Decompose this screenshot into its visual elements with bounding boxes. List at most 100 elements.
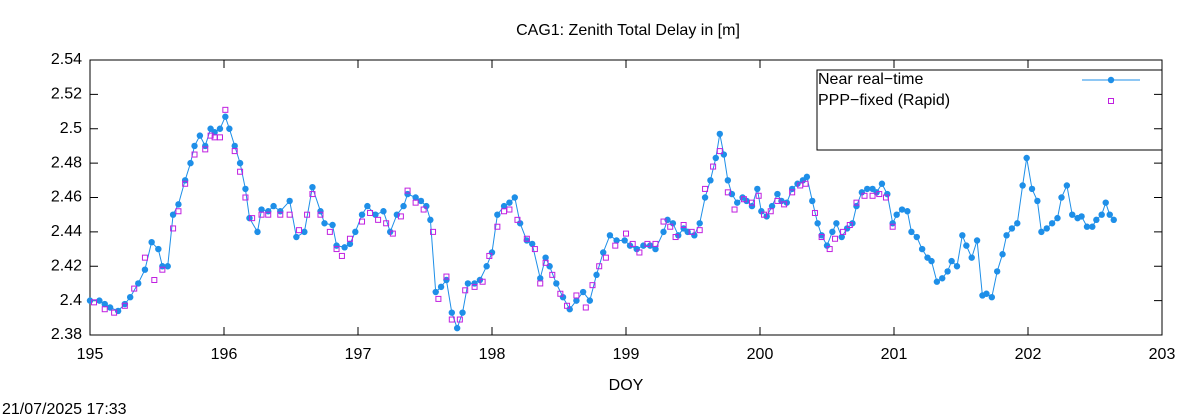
nrt-point	[1106, 211, 1113, 218]
nrt-point	[341, 244, 348, 251]
nrt-point	[114, 307, 122, 315]
nrt-point	[716, 130, 723, 138]
nrt-point	[159, 263, 166, 270]
nrt-point	[884, 190, 891, 198]
nrt-point	[858, 189, 866, 196]
ppp-point	[802, 180, 809, 187]
nrt-point	[453, 324, 461, 332]
nrt-point	[838, 233, 845, 241]
y-tick-label: 2.5	[60, 120, 82, 137]
nrt-point	[169, 211, 177, 218]
y-tick-label: 2.52	[51, 86, 82, 103]
legend-box	[816, 69, 1163, 151]
x-tick-label: 199	[613, 346, 640, 363]
legend-label: PPP−fixed (Rapid)	[818, 92, 950, 109]
ppp-point	[296, 227, 303, 234]
ppp-point	[514, 216, 521, 223]
ppp-point	[557, 290, 564, 297]
ppp-point	[876, 191, 883, 198]
ppp-point	[309, 191, 316, 198]
ppp-point	[840, 228, 847, 235]
nrt-point	[1102, 199, 1109, 206]
ppp-point	[696, 227, 703, 234]
nrt-point	[904, 208, 911, 215]
nrt-point	[175, 201, 182, 208]
nrt-point	[516, 220, 524, 227]
nrt-point	[633, 245, 640, 253]
nrt-point	[488, 249, 496, 256]
nrt-point	[814, 220, 821, 227]
nrt-point	[999, 251, 1006, 258]
nrt-point	[216, 125, 224, 132]
nrt-point	[1110, 216, 1117, 224]
nrt-point	[404, 190, 411, 198]
nrt-point	[913, 233, 920, 241]
ppp-point	[542, 259, 549, 266]
ppp-point	[397, 213, 404, 220]
nrt-point	[437, 283, 445, 291]
nrt-point	[664, 216, 671, 224]
x-axis-label: DOY	[609, 377, 644, 394]
nrt-point	[358, 211, 366, 218]
nrt-point	[393, 211, 401, 218]
nrt-point	[121, 300, 129, 308]
ppp-point	[170, 225, 177, 232]
ppp-point	[175, 208, 182, 215]
nrt-point	[471, 280, 478, 287]
ppp-point	[249, 215, 256, 222]
nrt-point	[329, 221, 336, 229]
nrt-point	[1078, 213, 1085, 220]
ppp-point	[430, 228, 437, 235]
ppp-point	[231, 148, 238, 155]
nrt-point	[321, 220, 328, 227]
nrt-point	[939, 275, 946, 282]
nrt-point	[494, 211, 501, 218]
nrt-point	[448, 309, 455, 316]
nrt-point	[908, 228, 915, 236]
nrt-point	[613, 237, 620, 244]
ppp-point	[131, 285, 138, 292]
chart-title: CAG1: Zenith Total Delay in [m]	[516, 22, 740, 39]
ppp-point	[501, 208, 508, 215]
nrt-point	[226, 125, 233, 132]
ppp-point	[420, 206, 427, 213]
nrt-point	[1014, 220, 1021, 227]
nrt-point	[712, 154, 719, 162]
nrt-point	[1063, 182, 1071, 189]
nrt-point	[155, 245, 162, 253]
nrt-point	[600, 249, 607, 256]
nrt-point	[1048, 220, 1056, 227]
nrt-point	[707, 177, 714, 184]
ppp-point	[573, 292, 580, 299]
nrt-point	[988, 293, 996, 301]
ppp-point	[811, 209, 818, 216]
ppp-point	[389, 230, 396, 237]
nrt-point	[317, 208, 324, 215]
x-tick-label: 195	[77, 346, 104, 363]
nrt-point	[818, 232, 825, 239]
nrt-point	[222, 113, 229, 120]
ppp-point	[202, 146, 209, 153]
ppp-point	[724, 189, 731, 196]
ppp-point	[652, 240, 659, 247]
nrt-point	[953, 263, 961, 270]
nrt-point	[483, 263, 490, 270]
ppp-point	[636, 249, 643, 256]
nrt-point	[553, 280, 560, 287]
ppp-point	[286, 211, 293, 218]
y-tick-label: 2.42	[51, 257, 82, 274]
ppp-point	[375, 216, 382, 223]
x-tick-label: 196	[211, 346, 238, 363]
nrt-point	[944, 268, 951, 275]
nrt-point	[1003, 232, 1010, 239]
nrt-point	[346, 240, 354, 248]
nrt-point	[506, 199, 513, 206]
nrt-point	[774, 190, 781, 198]
nrt-point	[427, 216, 434, 224]
nrt-point	[720, 151, 728, 158]
nrt-point	[372, 211, 379, 218]
ppp-point	[479, 278, 486, 285]
ppp-point	[448, 316, 455, 323]
ppp-point	[644, 240, 651, 247]
nrt-point	[148, 238, 155, 246]
